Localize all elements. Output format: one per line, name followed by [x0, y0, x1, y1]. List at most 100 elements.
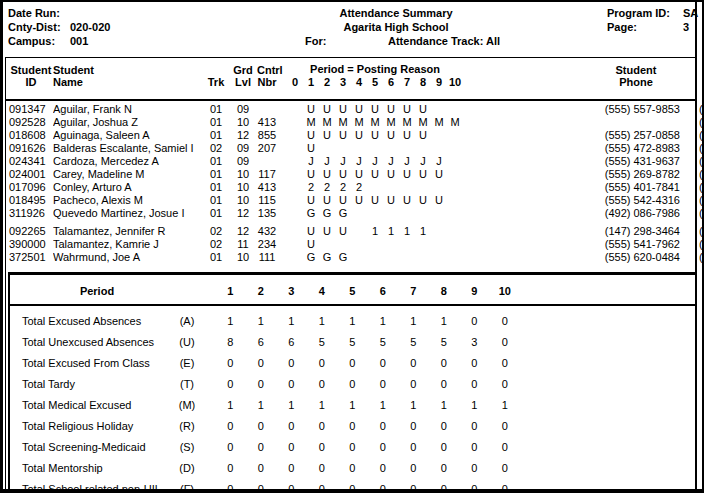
campus-label: Campus: — [8, 34, 70, 48]
student-name: Talamantez, Jennifer R — [53, 225, 203, 238]
period-3-value: J — [335, 155, 351, 168]
period-8-value: U — [415, 129, 431, 142]
period-7-value: U — [399, 129, 415, 142]
period-6-value — [383, 181, 399, 194]
period-6-value: M — [383, 116, 399, 129]
column-header-underline — [5, 99, 695, 101]
summary-value-p7: 1 — [398, 395, 429, 416]
date-run-row: Date Run: — [8, 6, 110, 20]
summary-value-p1: 0 — [215, 437, 246, 458]
summary-value-p4: 0 — [307, 458, 338, 479]
summary-value-p4: 1 — [307, 311, 338, 332]
campus-name: Agarita High School — [280, 20, 512, 34]
summary-row: Total Tardy (T) 0000000000 — [10, 374, 695, 395]
period-4-value: U — [351, 168, 367, 181]
period-9-value — [431, 238, 447, 251]
summary-value-p3: 0 — [276, 416, 307, 437]
period-0-value — [287, 129, 303, 142]
summary-code: (M) — [172, 395, 202, 416]
summary-value-p5: 1 — [337, 395, 368, 416]
period-7-value: J — [399, 155, 415, 168]
student-name: Conley, Arturo A — [53, 181, 203, 194]
period-col-header-6: 6 — [383, 76, 399, 88]
period-10-value — [447, 251, 463, 264]
period-8-value: 1 — [415, 225, 431, 238]
table-row: 092265 Talamantez, Jennifer R 02 12 432 … — [5, 225, 704, 238]
period-values: JJJJJJJJJ — [287, 155, 463, 168]
summary-row: Total Religious Holiday (R) 0000000000 — [10, 416, 695, 437]
summary-value-p1: 0 — [215, 374, 246, 395]
period-2-value: G — [319, 251, 335, 264]
col-header-trk: Trk — [203, 76, 229, 88]
period-2-value: U — [319, 129, 335, 142]
summary-values: 0000000000 — [215, 353, 520, 374]
attendance-track-label: Attendance Track: All — [388, 34, 500, 48]
period-5-value: U — [367, 194, 383, 207]
period-1-value: J — [303, 155, 319, 168]
student-phone: (147) 298-3464 — [584, 225, 688, 238]
student-cntrl: 234 — [257, 238, 287, 251]
row-spacer — [463, 225, 584, 238]
period-9-value — [431, 103, 447, 116]
student-trk: 01 — [203, 168, 229, 181]
period-5-value: J — [367, 155, 383, 168]
period-col-header-5: 5 — [367, 76, 383, 88]
summary-values: 0000000000 — [215, 374, 520, 395]
summary-value-p1: 0 — [215, 353, 246, 374]
report-window: Date Run: Cnty-Dist: 020-020 Campus: 001… — [0, 0, 704, 493]
period-8-value — [415, 251, 431, 264]
student-trk: 01 — [203, 155, 229, 168]
student-cntrl: 135 — [257, 207, 287, 220]
summary-period-header: Period — [22, 283, 172, 299]
summary-value-p9: 0 — [459, 353, 490, 374]
period-values: UUUUUUUUU — [287, 194, 463, 207]
summary-row: Total Mentorship (D) 0000000000 — [10, 458, 695, 479]
period-9-value — [431, 225, 447, 238]
student-id: 390000 — [9, 238, 53, 251]
student-cntrl: 207 — [257, 142, 287, 155]
student-id: 091626 — [9, 142, 53, 155]
student-trk: 01 — [203, 116, 229, 129]
summary-col-header-6: 6 — [368, 283, 399, 299]
period-col-header-7: 7 — [399, 76, 415, 88]
summary-value-p5: 1 — [337, 311, 368, 332]
period-10-value — [447, 103, 463, 116]
period-5-value — [367, 181, 383, 194]
summary-value-p3: 0 — [276, 458, 307, 479]
period-9-value — [431, 251, 447, 264]
student-cntrl: 432 — [257, 225, 287, 238]
summary-value-p8: 5 — [429, 332, 460, 353]
period-6-value: U — [383, 129, 399, 142]
summary-value-p4: 5 — [307, 332, 338, 353]
summary-col-header-3: 3 — [276, 283, 307, 299]
student-name: Pacheco, Alexis M — [53, 194, 203, 207]
period-0-value — [287, 142, 303, 155]
period-5-value — [367, 251, 383, 264]
summary-code: (S) — [172, 437, 202, 458]
summary-value-p1: 8 — [215, 332, 246, 353]
student-name: Balderas Escalante, Samiel I — [53, 142, 203, 155]
summary-value-p6: 0 — [368, 416, 399, 437]
student-grd: 10 — [229, 181, 257, 194]
col-header-period-group: Period = Posting Reason 012345678910 — [287, 63, 463, 88]
program-id-label: Program ID: — [607, 6, 683, 20]
summary-value-p2: 0 — [246, 374, 277, 395]
period-values: GGG — [287, 207, 463, 220]
period-1-value: 2 — [303, 181, 319, 194]
summary-value-p8: 1 — [429, 395, 460, 416]
summary-value-p3: 1 — [276, 311, 307, 332]
period-1-value: U — [303, 194, 319, 207]
student-trk: 01 — [203, 207, 229, 220]
period-9-value — [431, 129, 447, 142]
summary-label: Total Screening-Medicaid — [22, 437, 172, 458]
col-header-student-id: Student ID — [9, 64, 53, 88]
summary-code: (A) — [172, 311, 202, 332]
period-2-value: G — [319, 207, 335, 220]
student-name: Aguinaga, Saleen A — [53, 129, 203, 142]
period-1-value: U — [303, 142, 319, 155]
summary-value-p10: 0 — [490, 311, 521, 332]
period-9-value — [431, 207, 447, 220]
period-7-value: U — [399, 168, 415, 181]
summary-value-p4: 0 — [307, 353, 338, 374]
period-4-value — [351, 142, 367, 155]
